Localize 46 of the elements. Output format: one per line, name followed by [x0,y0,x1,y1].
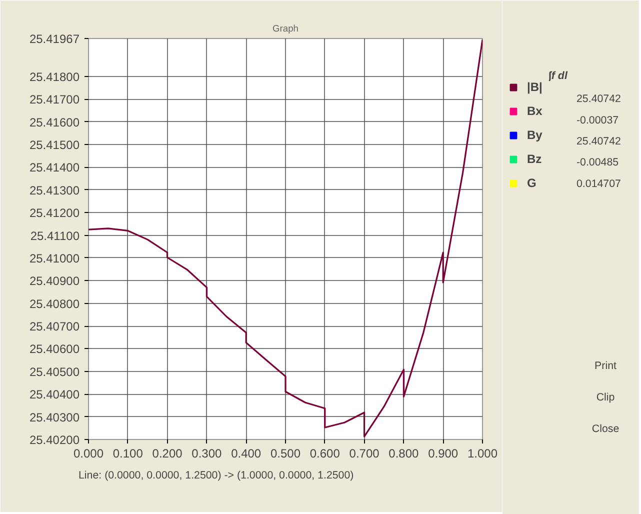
line-series [88,38,482,438]
y-tick-label: 25.41100 [30,228,80,243]
y-tick-label: 25.41300 [29,183,80,198]
text: Print [594,360,616,372]
y-tick-label: 25.40600 [29,342,80,356]
x-tick-label: 1.000 [467,446,498,460]
x-tick-label: 0.400 [231,446,262,460]
text: Close [592,422,620,435]
text: 25.40742 [576,93,622,106]
y-tick-label: 25.40900 [29,274,80,288]
x-tick-label: 0.500 [270,446,301,460]
y-tick-label: 25.40300 [29,410,80,424]
x-tick-label: 0.000 [73,446,104,460]
x-tick-label: 0.900 [428,446,458,460]
x-tick-label: 0.800 [388,446,420,460]
legend-label: Bx [527,104,544,118]
y-tick-label: 25.40200 [29,433,80,447]
legend-label: Bz [527,152,543,166]
chart-title: Graph [272,24,298,34]
legend-label: G [527,176,538,190]
x-tick-label: 0.200 [152,446,183,460]
y-tick-label: 25.41967 [29,32,80,46]
x-tick-label: 0.700 [349,446,380,460]
y-tick-label: 25.41400 [29,160,80,175]
y-tick-label: 25.40400 [29,388,80,402]
text: Clip [596,392,615,404]
y-tick-label: 25.41600 [29,115,80,130]
y-tick-label: 25.40500 [29,364,80,379]
text: ∫f dl [548,70,568,82]
y-tick-label: 25.41500 [29,138,80,152]
legend-label: By [527,128,544,142]
x-tick-label: 0.100 [112,446,144,460]
x-tick-label: 0.600 [310,446,340,460]
y-tick-label: 25.41800 [29,70,80,84]
y-tick-label: 25.40700 [29,320,80,334]
text: Line: (0.0000, 0.0000, 1.2500) -> (1.0000, 0.0000, 1.2500) [78,470,354,482]
text: -0.00037 [576,114,619,126]
text: 25.40742 [576,135,622,148]
text: 0.014707 [576,178,622,190]
y-tick-label: 25.41000 [29,251,80,266]
y-tick-label: 25.40800 [29,296,80,311]
x-tick-label: 0.300 [192,446,222,460]
text: -0.00485 [576,156,619,169]
y-tick-label: 25.41700 [29,92,80,107]
y-tick-label: 25.41200 [29,206,80,220]
legend-label: |B| [527,80,544,94]
